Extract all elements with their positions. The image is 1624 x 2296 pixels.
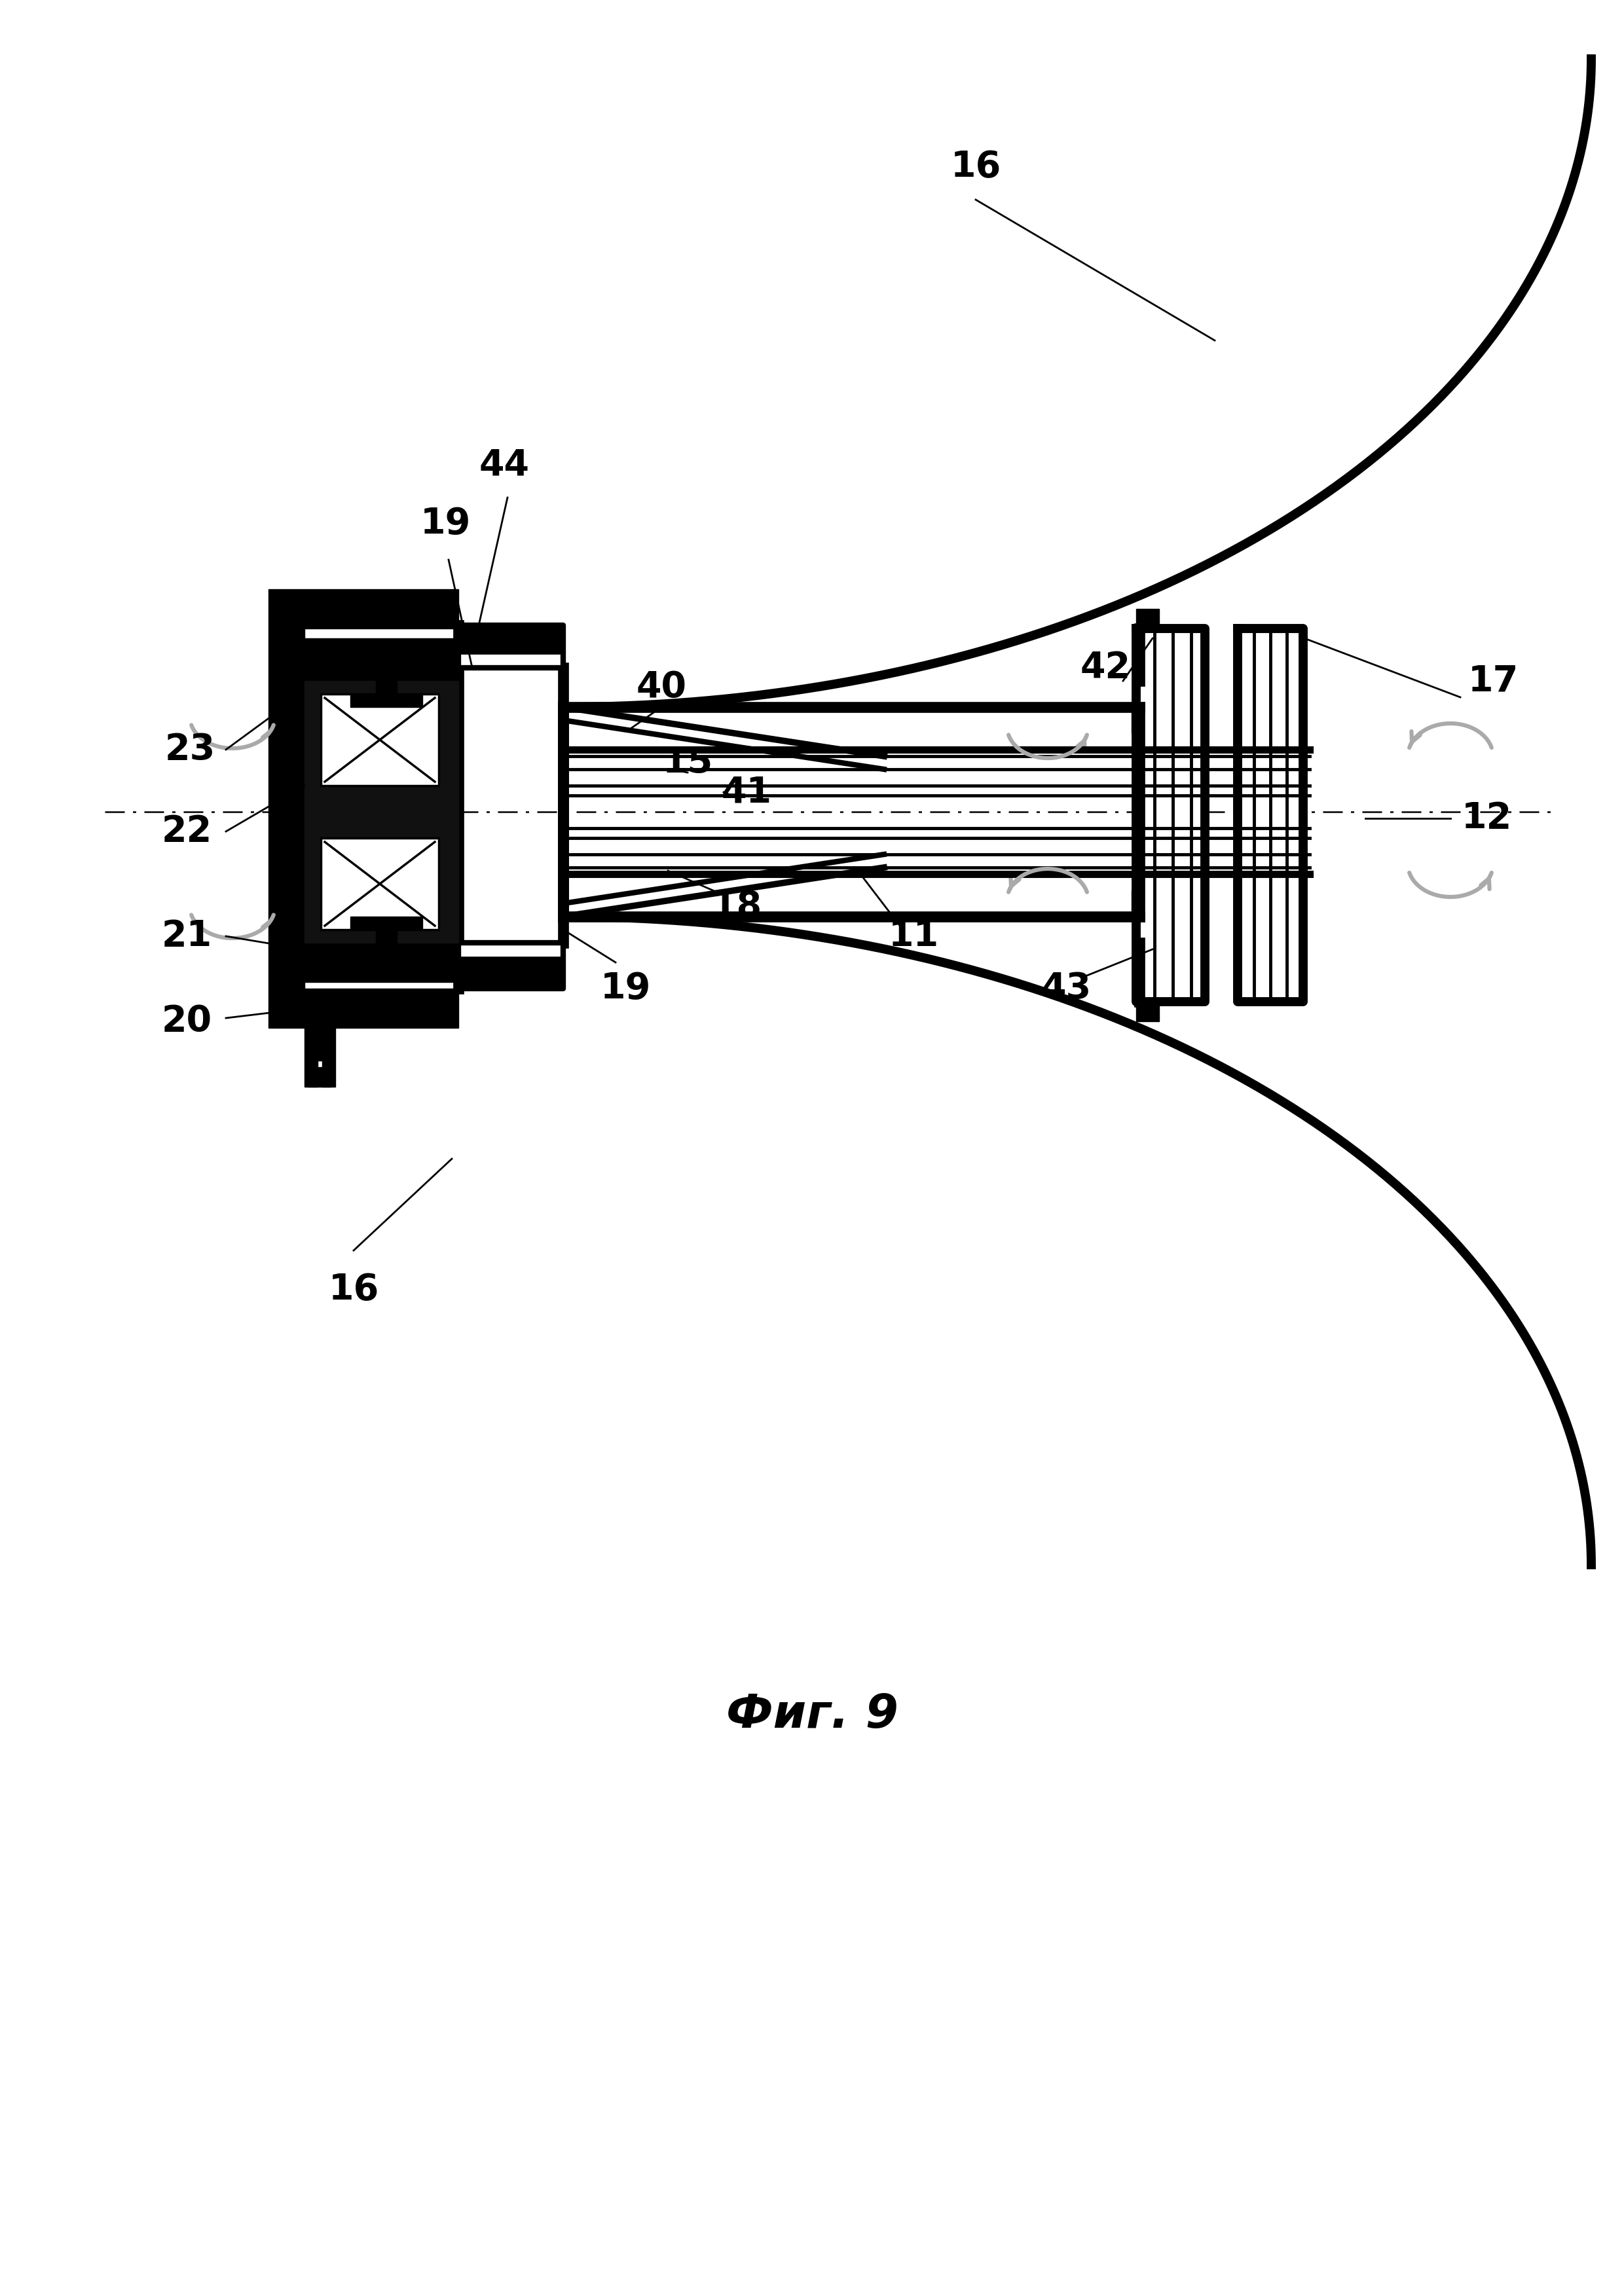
Text: 44: 44	[479, 448, 529, 482]
Text: 43: 43	[1041, 971, 1091, 1006]
Text: 16: 16	[328, 1272, 378, 1306]
Polygon shape	[309, 1029, 331, 1061]
Text: 12: 12	[1462, 801, 1512, 836]
Text: 17: 17	[1468, 664, 1518, 698]
Polygon shape	[458, 955, 564, 990]
Polygon shape	[458, 654, 564, 668]
Polygon shape	[1132, 891, 1140, 916]
Text: 11: 11	[888, 918, 939, 953]
Polygon shape	[458, 944, 564, 955]
Polygon shape	[322, 838, 438, 930]
Polygon shape	[351, 962, 422, 976]
Polygon shape	[322, 693, 438, 785]
Polygon shape	[375, 661, 396, 693]
Polygon shape	[305, 638, 458, 682]
Polygon shape	[268, 629, 305, 990]
Polygon shape	[351, 693, 422, 707]
Polygon shape	[351, 916, 422, 930]
Polygon shape	[268, 590, 458, 629]
Polygon shape	[305, 1029, 318, 1086]
Text: 40: 40	[637, 670, 687, 705]
Polygon shape	[1137, 608, 1160, 629]
Text: 21: 21	[161, 918, 211, 953]
Text: 41: 41	[721, 774, 771, 810]
Text: 15: 15	[663, 744, 713, 781]
Polygon shape	[351, 647, 422, 661]
Polygon shape	[322, 1029, 335, 1086]
Polygon shape	[1137, 1001, 1160, 1022]
Text: 18: 18	[711, 889, 762, 925]
Text: 23: 23	[164, 732, 216, 767]
Text: Фиг. 9: Фиг. 9	[726, 1692, 898, 1738]
Polygon shape	[309, 1068, 331, 1086]
Text: 20: 20	[161, 1003, 211, 1040]
Polygon shape	[268, 990, 458, 1029]
Polygon shape	[305, 682, 458, 944]
Polygon shape	[1132, 707, 1140, 732]
Polygon shape	[1237, 629, 1302, 1001]
Polygon shape	[375, 930, 396, 962]
Text: 19: 19	[601, 971, 651, 1006]
Polygon shape	[305, 939, 458, 983]
Polygon shape	[1137, 629, 1205, 1001]
Text: 22: 22	[161, 813, 211, 850]
Text: 19: 19	[421, 505, 471, 542]
Text: 16: 16	[950, 149, 1000, 184]
Polygon shape	[422, 682, 458, 939]
Polygon shape	[458, 625, 564, 654]
Text: 42: 42	[1080, 650, 1130, 687]
